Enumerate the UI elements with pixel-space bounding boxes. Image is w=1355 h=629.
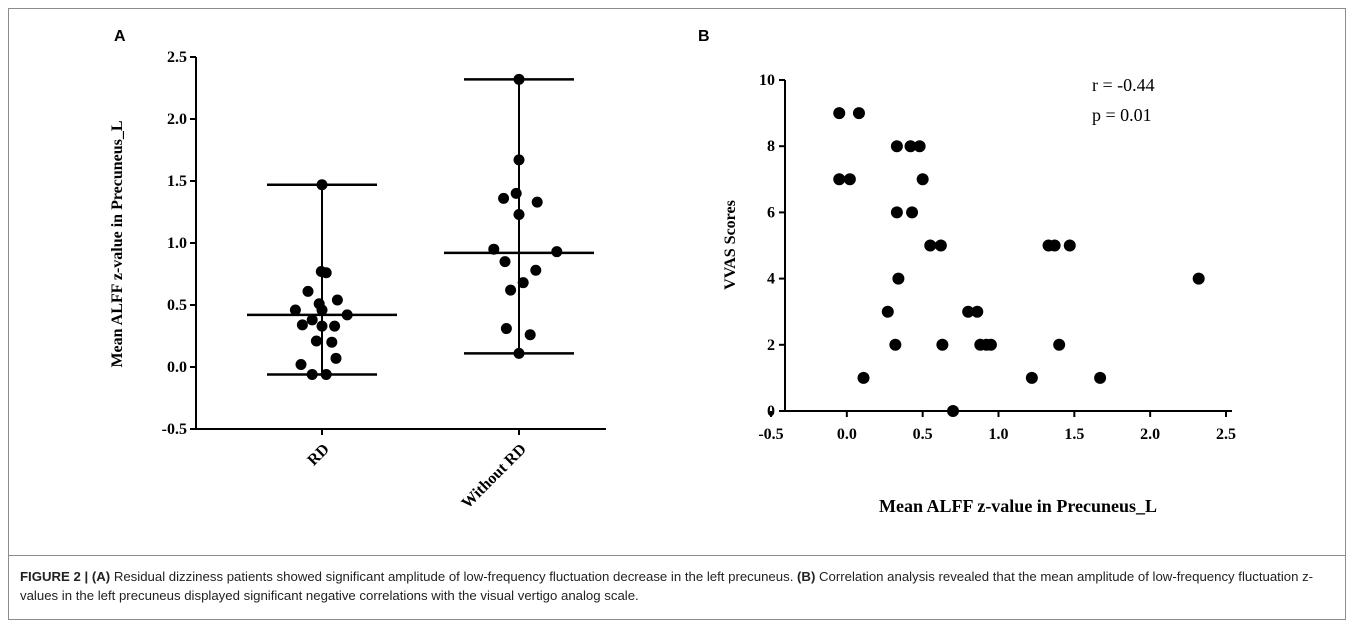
panel-a-data-point [505,284,517,296]
panel-b-data-point [906,206,919,219]
panel-b-data-point [916,173,929,186]
panel-label-b: B [698,28,710,45]
panel-b-x-tick-label: 0.0 [837,426,857,443]
panel-b-data-point [1053,338,1066,351]
panel-b-data-point [889,338,902,351]
panel-b-data-point [971,305,984,318]
figure-top-border [8,8,1346,9]
figure-frame [8,8,1346,620]
panel-a-data-point [320,267,332,279]
panel-a-data-point [513,347,525,359]
figure-charts: A B Mean ALFF z-value in Precuneus_L -0.… [109,28,1236,516]
panel-b-data-point [892,272,905,285]
panel-a-data-point [302,285,314,297]
panel-a-data-point [530,264,542,276]
panel-b-data-point [1063,239,1076,252]
panel-a-data-point [289,304,301,316]
panel-a-y-tick-label: 1.5 [167,173,187,190]
panel-b-data-point [924,239,937,252]
panel-b-y-tick-label: 8 [767,138,775,155]
panel-a-y-axis-label: Mean ALFF z-value in Precuneus_L [109,120,126,367]
panel-b-data-point [1048,239,1061,252]
panel-b-y-tick-label: 10 [759,72,775,89]
panel-a-data-point [531,196,543,208]
panel-a-data-point [499,256,511,268]
panel-a-data-point [330,352,342,364]
panel-a-data-point [341,309,353,321]
panel-b-y-axis-label: VVAS Scores [722,200,739,290]
panel-b-data-point [947,405,959,417]
panel-b-x-axis-label: Mean ALFF z-value in Precuneus_L [879,496,1157,516]
caption-part-b-tag: (B) [797,569,816,584]
panel-b-data-point [833,107,846,120]
panel-b-data-point [881,305,894,318]
panel-b-data-point [984,338,997,351]
panel-a-data-point [488,243,500,255]
panel-a-data-point [306,368,318,380]
caption-part-a-tag: (A) [91,569,111,584]
panel-b-y-tick-label: 4 [767,271,775,288]
panel-a-y-tick-label: -0.5 [162,421,187,438]
panel-a-data-point [306,314,318,326]
panel-b-data-point [934,239,947,252]
panel-a-data-point [513,73,525,85]
panel-a-data-point [513,154,525,166]
panel-b-annotation-p: p = 0.01 [1092,105,1152,125]
caption-separator [8,555,1346,556]
panel-a-data-point [513,208,525,220]
panel-b-x-tick-label: 2.0 [1140,426,1160,443]
panel-a-data-point [524,329,536,341]
panel-a-y-tick-label: 1.0 [167,235,187,252]
panel-a-data-point [320,368,332,380]
panel-a-data-point [331,294,343,306]
panel-b-x-tick-label: 0.5 [913,426,933,443]
panel-b-data-point [936,338,949,351]
panel-a-data-point [310,335,322,347]
panel-a-chart: Mean ALFF z-value in Precuneus_L -0.5 0.0… [109,49,606,512]
panel-b-data-point [833,173,846,186]
panel-a-y-tick-label: 0.5 [167,297,187,314]
panel-b-data-point [852,107,865,120]
panel-a-data-point [316,179,328,191]
panel-a-data-point [498,192,510,204]
panel-b-x-tick-label: 2.5 [1216,426,1236,443]
figure-caption: FIGURE 2 | (A) Residual dizziness patien… [20,567,1340,605]
panel-b-y-tick-label: 2 [767,337,775,354]
panel-b-y-tick-label: 6 [767,204,775,221]
panel-b-x-tick-label: -0.5 [758,426,783,443]
panel-a-data-point [295,359,307,371]
panel-a-y-tick-label: 2.0 [167,111,187,128]
panel-a-data-point [329,320,341,332]
panel-a-data-point [500,323,512,335]
panel-a-category-label: Without RD [459,441,530,512]
panel-a-data-point [510,187,522,199]
caption-figure-label: FIGURE 2 | [20,569,92,584]
panel-a-data-point [326,336,338,348]
panel-b-data-point [890,206,903,219]
panel-a-data-point [296,319,308,331]
panel-b-data-point [890,140,903,153]
panel-b-chart: VVAS Scores Mean ALFF z-value in Precune… [722,72,1236,516]
panel-a-data-point [316,304,328,316]
panel-a-data-point [316,320,328,332]
panel-a-data-point [517,277,529,289]
panel-b-data-point [904,140,917,153]
panel-b-data-point [1025,371,1038,384]
panel-b-annotation-r: r = -0.44 [1092,75,1155,95]
panel-a-y-tick-label: 2.5 [167,49,187,66]
panel-b-data-point [913,140,926,153]
panel-b-data-point [843,173,856,186]
panel-a-category-label: RD [304,441,332,469]
panel-b-data-point [962,305,975,318]
panel-b-x-tick-label: 1.5 [1064,426,1084,443]
panel-b-data-point [1094,371,1107,384]
panel-b-data-point [1192,272,1205,285]
panel-b-x-tick-label: 1.0 [989,426,1009,443]
panel-label-a: A [114,28,126,45]
caption-part-b-text: Correlation analysis revealed that the m… [20,569,1314,603]
panel-b-data-point [857,371,870,384]
caption-part-a-text: Residual dizziness patients showed signi… [110,569,798,584]
panel-a-y-tick-label: 0.0 [167,359,187,376]
panel-a-data-point [551,246,563,258]
